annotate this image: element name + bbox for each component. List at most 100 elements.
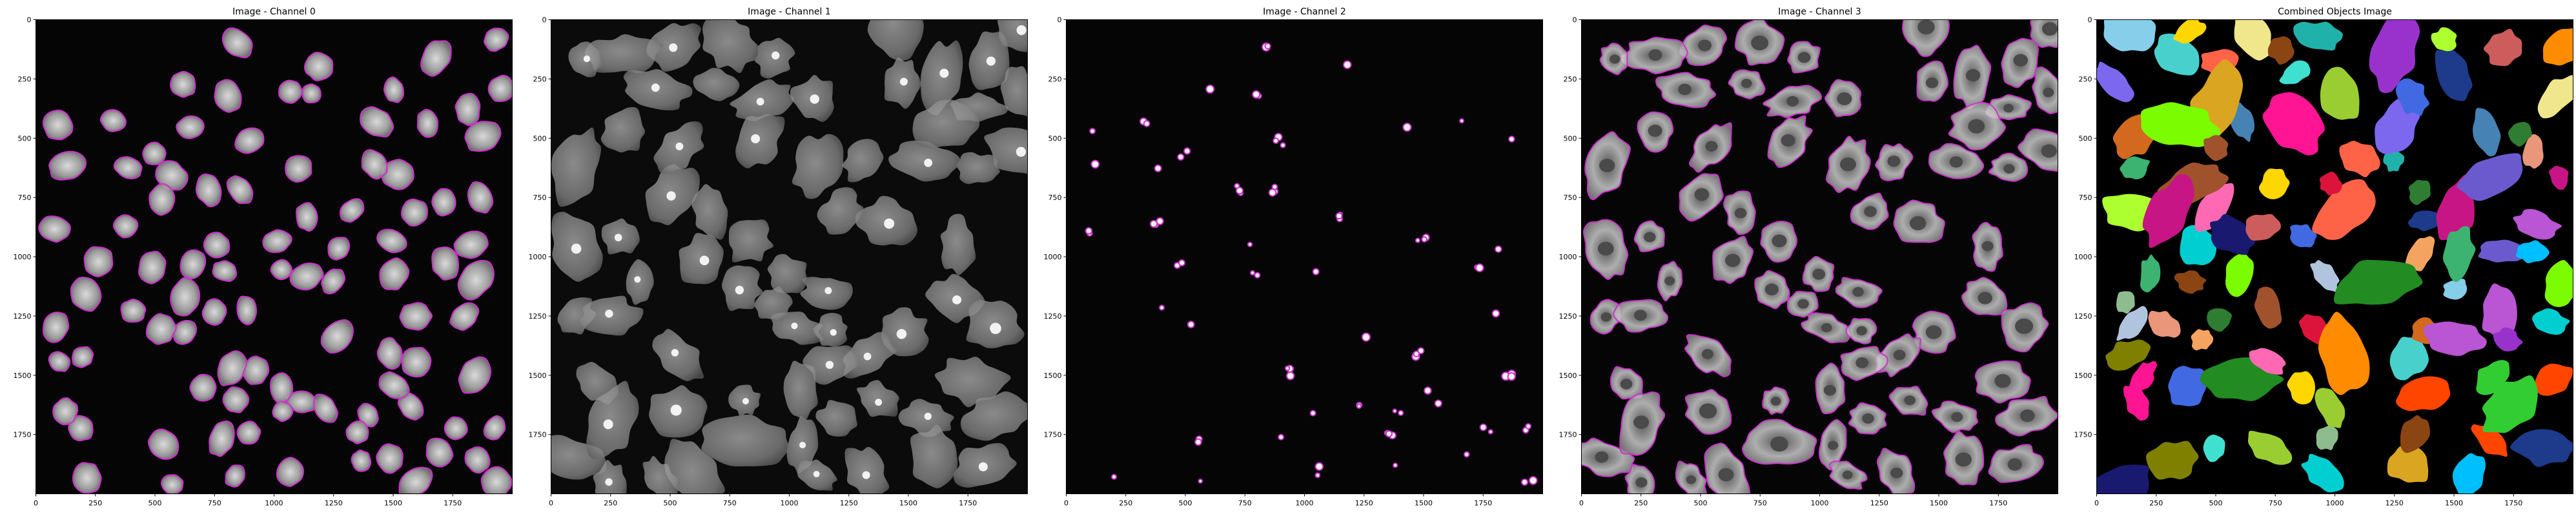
spot-outline bbox=[1413, 350, 1420, 357]
nucleus-outline bbox=[483, 415, 506, 441]
nucleus-shadow bbox=[1694, 188, 1710, 201]
nucleus-outline bbox=[487, 75, 513, 103]
nucleus-outline bbox=[221, 27, 253, 59]
nucleus-outline bbox=[262, 229, 292, 254]
y-tick-label: 0 bbox=[27, 16, 32, 25]
nucleus-outline bbox=[72, 462, 102, 494]
labeled-object bbox=[2471, 424, 2508, 457]
labeled-object bbox=[2396, 376, 2451, 412]
y-tick-label: 500 bbox=[533, 134, 547, 143]
spot-outline bbox=[1417, 347, 1425, 355]
nucleus-shadow bbox=[1951, 412, 1963, 423]
nucleus-shadow bbox=[1678, 83, 1692, 95]
nucleus-shadow bbox=[1978, 292, 1992, 304]
spot-outline bbox=[1143, 120, 1150, 127]
cell-body bbox=[961, 391, 1028, 441]
spot-outline bbox=[1278, 433, 1285, 441]
spot-outline bbox=[1475, 263, 1484, 273]
labeled-object bbox=[2408, 210, 2444, 232]
labeled-object bbox=[2549, 165, 2569, 190]
y-tick-label: 0 bbox=[1058, 16, 1062, 25]
labeled-object bbox=[2473, 108, 2501, 157]
nucleus-outline bbox=[234, 127, 265, 154]
nucleus-outline bbox=[376, 228, 407, 254]
spot-outline bbox=[1463, 451, 1470, 458]
nucleus-outline bbox=[304, 52, 334, 81]
nucleus-shadow bbox=[2015, 318, 2034, 334]
nucleus-shadow bbox=[1864, 206, 1877, 217]
nucleus-shadow bbox=[1648, 125, 1662, 137]
nucleus-outline bbox=[339, 198, 365, 223]
nucleus-shadow bbox=[1821, 323, 1832, 333]
labeled-object bbox=[2537, 75, 2573, 119]
labeled-object bbox=[2142, 174, 2194, 248]
spot-outline bbox=[1487, 429, 1493, 435]
spot-outline bbox=[1280, 142, 1286, 148]
panel-title: Image - Channel 1 bbox=[748, 7, 831, 17]
cell-body bbox=[792, 134, 844, 199]
labeled-object bbox=[2387, 444, 2429, 483]
y-tick-label: 250 bbox=[2079, 75, 2092, 83]
labeled-object bbox=[2168, 366, 2207, 406]
nucleolus-spot bbox=[756, 97, 764, 106]
spot-outline bbox=[1312, 268, 1320, 275]
nucleolus-spot bbox=[669, 43, 678, 52]
nucleolus-spot bbox=[824, 287, 832, 294]
spot-outline bbox=[1392, 408, 1398, 413]
panel-title: Image - Channel 2 bbox=[1263, 7, 1346, 17]
nucleus-outline bbox=[83, 246, 114, 277]
y-tick-label: 1750 bbox=[2074, 431, 2092, 439]
nucleolus-spot bbox=[603, 419, 613, 430]
nucleus-shadow bbox=[1909, 216, 1927, 230]
cell-body bbox=[1000, 66, 1028, 117]
cell-body bbox=[735, 114, 785, 168]
nucleus-shadow bbox=[1699, 403, 1717, 419]
nucleolus-spot bbox=[651, 83, 660, 92]
nucleus-outline bbox=[401, 346, 432, 378]
nucleus-shadow bbox=[1770, 397, 1781, 406]
spot-outline bbox=[1356, 403, 1362, 409]
nucleolus-spot bbox=[939, 68, 949, 78]
x-tick-label: 500 bbox=[664, 499, 677, 508]
labeled-object bbox=[2140, 254, 2161, 293]
labeled-object bbox=[2333, 259, 2423, 305]
nucleus-shadow bbox=[1856, 326, 1867, 335]
y-tick-label: 1000 bbox=[1559, 253, 1577, 261]
labeled-object bbox=[2442, 226, 2476, 283]
labeled-object bbox=[2508, 121, 2532, 147]
y-tick-label: 250 bbox=[1564, 75, 1577, 83]
labeled-object bbox=[2279, 60, 2311, 85]
nucleus-shadow bbox=[1705, 141, 1718, 152]
nucleus-shadow bbox=[1890, 467, 1903, 479]
nucleolus-spot bbox=[986, 56, 996, 66]
nucleolus-spot bbox=[990, 323, 1001, 334]
x-tick-label: 1250 bbox=[840, 499, 858, 508]
nucleus-shadow bbox=[1781, 134, 1795, 147]
nucleolus-spot bbox=[884, 218, 895, 229]
y-tick-label: 1000 bbox=[14, 253, 32, 261]
nucleus-outline bbox=[113, 156, 143, 179]
nucleus-outline bbox=[313, 393, 338, 423]
nucleus-outline bbox=[464, 446, 491, 474]
x-tick-label: 1250 bbox=[1355, 499, 1373, 508]
y-tick-label: 1500 bbox=[2074, 372, 2092, 380]
nucleus-shadow bbox=[1610, 54, 1620, 64]
nucleus-shadow bbox=[1797, 299, 1809, 309]
labeled-object bbox=[2542, 28, 2573, 66]
cell-body bbox=[693, 68, 740, 101]
panel-title: Image - Channel 3 bbox=[1778, 7, 1861, 17]
labeled-object bbox=[2123, 383, 2149, 421]
labeled-object bbox=[2154, 34, 2200, 75]
spot-outline bbox=[1314, 472, 1321, 479]
spot-outline bbox=[1415, 237, 1421, 243]
cell-body bbox=[912, 99, 980, 148]
nucleus-outline bbox=[48, 351, 71, 372]
spot-outline bbox=[1479, 423, 1487, 432]
y-tick-label: 0 bbox=[1573, 16, 1577, 25]
y-tick-label: 1250 bbox=[529, 312, 547, 321]
nucleolus-spot bbox=[670, 404, 682, 416]
x-tick-label: 1000 bbox=[2326, 499, 2344, 508]
nucleus-outline bbox=[351, 449, 372, 472]
y-tick-label: 750 bbox=[1564, 194, 1577, 202]
nucleus-shadow bbox=[1644, 232, 1656, 243]
